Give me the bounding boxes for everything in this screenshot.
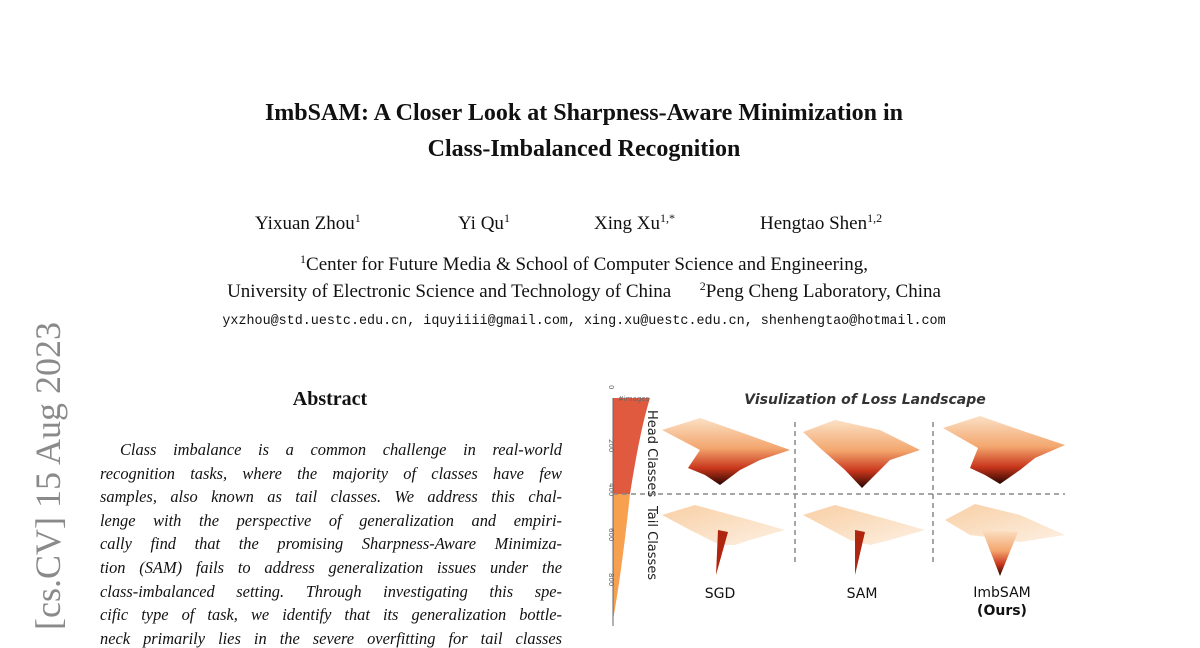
paper-title-line-2: Class-Imbalanced Recognition [427,136,741,162]
axis-tick: 600 [607,528,615,541]
axis-tick: 200 [607,439,615,452]
affiliation-line-2: University of Electronic Science and Tec… [227,279,941,302]
author-emails: yxzhou@std.uestc.edu.cn, iquyiiii@gmail.… [222,314,946,329]
figure-title: Visulization of Loss Landscape [744,392,985,408]
surface-sam-head [803,420,920,488]
tail-class-bar [613,494,630,620]
axis-tick: 400 [607,483,615,496]
affiliation-line-1: 1Center for Future Media & School of Com… [300,252,868,275]
abstract-line: samples, also known as tail classes. We … [100,487,562,507]
row-label-head: Head Classes [644,410,659,497]
abstract-line: tion (SAM) fails to address generalizati… [100,558,562,577]
surface-sgd-tail [662,505,785,545]
ours-label: (Ours) [977,603,1027,619]
axis-label: #images [618,395,650,403]
author: Hengtao Shen1,2 [760,211,883,234]
abstract-line: cally find that the promising Sharpness-… [100,534,562,554]
author: Xing Xu1,* [594,211,675,234]
abstract-heading: Abstract [292,388,368,410]
arxiv-stamp: [cs.CV] 15 Aug 2023 [28,322,68,630]
head-class-bar [613,398,650,494]
abstract-line: cific type of task, we identify that its… [100,605,562,625]
row-label-tail: Tail Classes [644,505,659,580]
surface-sgd-head [662,418,790,485]
axis-tick: 800 [607,573,615,586]
loss-landscape-figure: 0 200 400 600 800 #images Head Classes T… [590,380,1070,635]
spike-sgd-tail [716,530,728,575]
axis-tick: 0 [607,385,615,389]
abstract-line: Class imbalance is a common challenge in… [120,440,562,459]
surface-imbsam-head [943,416,1065,484]
abstract-line: lenge with the perspective of generaliza… [100,510,562,530]
author: Yixuan Zhou1 [255,211,361,234]
surface-sam-tail [803,505,925,545]
surface-imbsam-tail [945,504,1065,542]
basin-imbsam-tail [982,530,1018,576]
column-label-imbsam: ImbSAM [973,585,1031,601]
column-label-sgd: SGD [704,586,736,602]
abstract-line: class-imbalanced setting. Through invest… [100,581,562,601]
abstract-line: neck primarily lies in the severe overfi… [100,628,562,648]
paper-title-line-1: ImbSAM: A Closer Look at Sharpness-Aware… [264,100,904,126]
column-label-sam: SAM [846,586,878,602]
abstract-line: recognition tasks, where the majority of… [100,463,562,483]
figure-graphic: 0 200 400 600 800 #images Head Classes T… [607,385,1065,626]
author: Yi Qu1 [458,211,510,234]
spike-sam-tail [855,530,865,575]
